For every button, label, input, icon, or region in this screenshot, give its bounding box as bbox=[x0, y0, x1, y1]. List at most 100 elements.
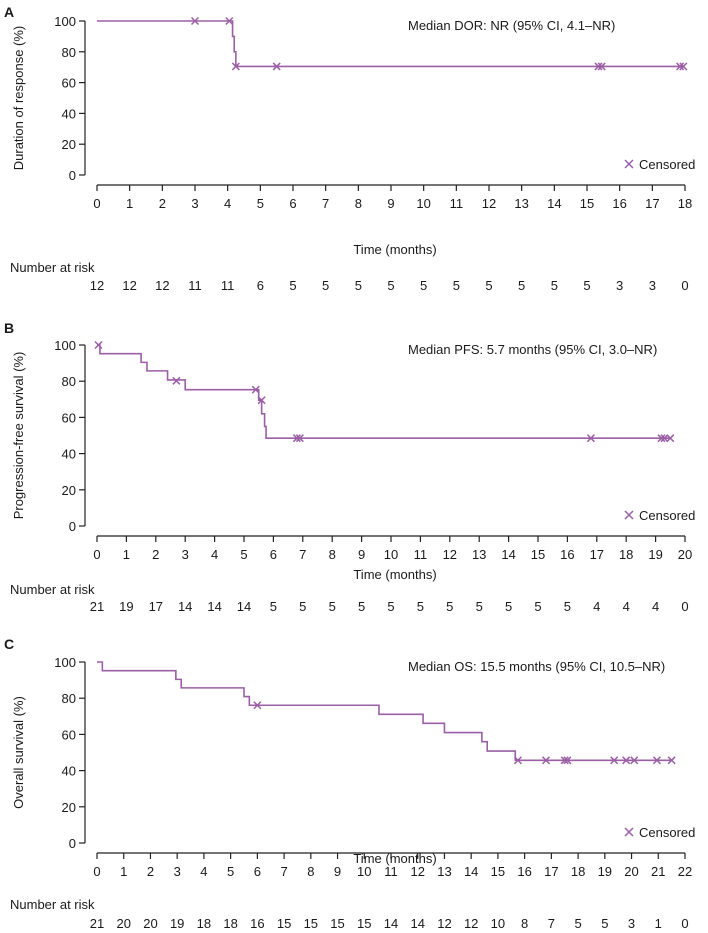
censor-stroke bbox=[679, 62, 688, 71]
y-tick-label: 20 bbox=[62, 483, 76, 498]
censor-mark bbox=[597, 62, 606, 71]
censor-stroke bbox=[652, 756, 661, 765]
censor-mark bbox=[272, 62, 281, 71]
x-tick-label: 18 bbox=[678, 196, 692, 211]
at-risk-count: 5 bbox=[551, 278, 558, 293]
legend: Censored bbox=[624, 157, 695, 172]
at-risk-count: 8 bbox=[521, 916, 528, 928]
x-tick-label: 14 bbox=[464, 864, 478, 879]
y-tick-label: 60 bbox=[62, 76, 76, 91]
x-tick-label: 12 bbox=[443, 547, 457, 562]
censor-stroke bbox=[657, 434, 666, 443]
censor-stroke bbox=[190, 16, 200, 26]
at-risk-count: 5 bbox=[270, 599, 277, 614]
censor-mark bbox=[652, 756, 661, 765]
y-tick-label: 20 bbox=[62, 137, 76, 152]
at-risk-count: 12 bbox=[155, 278, 169, 293]
x-tick-label: 3 bbox=[191, 196, 198, 211]
x-tick-label: 1 bbox=[120, 864, 127, 879]
at-risk-count: 14 bbox=[384, 916, 398, 928]
median-annotation: Median DOR: NR (95% CI, 4.1–NR) bbox=[408, 18, 615, 33]
censor-mark bbox=[657, 434, 666, 443]
censor-mark bbox=[513, 756, 522, 765]
at-risk-count: 5 bbox=[505, 599, 512, 614]
x-tick-label: 13 bbox=[514, 196, 528, 211]
at-risk-count: 7 bbox=[548, 916, 555, 928]
x-tick-label: 11 bbox=[384, 864, 398, 879]
censor-mark bbox=[660, 434, 669, 443]
at-risk-count: 14 bbox=[410, 916, 424, 928]
at-risk-count: 14 bbox=[207, 599, 221, 614]
at-risk-count: 4 bbox=[623, 599, 630, 614]
at-risk-count: 16 bbox=[250, 916, 264, 928]
y-tick-label: 40 bbox=[62, 764, 76, 779]
censor-stroke bbox=[231, 62, 240, 71]
censor-mark bbox=[630, 756, 639, 765]
x-tick-label: 0 bbox=[93, 547, 100, 562]
at-risk-count: 5 bbox=[564, 599, 571, 614]
censor-stroke bbox=[667, 756, 676, 765]
at-risk-count: 12 bbox=[122, 278, 136, 293]
x-axis-title: Time (months) bbox=[353, 567, 436, 582]
y-tick-label: 0 bbox=[69, 836, 76, 851]
censor-stroke bbox=[253, 701, 262, 710]
censor-mark bbox=[253, 701, 262, 710]
x-tick-label: 2 bbox=[152, 547, 159, 562]
x-tick-label: 6 bbox=[254, 864, 261, 879]
at-risk-count: 5 bbox=[583, 278, 590, 293]
x-tick-label: 10 bbox=[416, 196, 430, 211]
censor-mark bbox=[231, 62, 240, 71]
at-risk-count: 15 bbox=[304, 916, 318, 928]
x-tick-label: 16 bbox=[612, 196, 626, 211]
at-risk-count: 14 bbox=[237, 599, 251, 614]
at-risk-count: 5 bbox=[601, 916, 608, 928]
x-tick-label: 22 bbox=[678, 864, 692, 879]
at-risk-count: 5 bbox=[420, 278, 427, 293]
at-risk-count: 3 bbox=[616, 278, 623, 293]
y-tick-label: 40 bbox=[62, 106, 76, 121]
risk-table-title: Number at risk bbox=[10, 897, 95, 912]
at-risk-count: 14 bbox=[178, 599, 192, 614]
censor-mark bbox=[541, 756, 551, 765]
at-risk-count: 21 bbox=[90, 916, 104, 928]
at-risk-count: 15 bbox=[277, 916, 291, 928]
at-risk-count: 12 bbox=[90, 278, 104, 293]
censor-stroke bbox=[225, 16, 234, 26]
y-tick-label: 0 bbox=[69, 519, 76, 534]
at-risk-count: 5 bbox=[387, 278, 394, 293]
censor-stroke bbox=[594, 62, 603, 71]
at-risk-count: 6 bbox=[257, 278, 264, 293]
x-axis-title: Time (months) bbox=[353, 851, 436, 866]
legend: Censored bbox=[624, 508, 695, 523]
at-risk-count: 5 bbox=[355, 278, 362, 293]
at-risk-count: 12 bbox=[437, 916, 451, 928]
y-tick-label: 80 bbox=[62, 45, 76, 60]
x-tick-label: 11 bbox=[450, 196, 464, 211]
censor-stroke bbox=[660, 434, 669, 443]
censor-stroke bbox=[597, 62, 606, 71]
censor-mark bbox=[563, 756, 572, 765]
x-tick-label: 1 bbox=[126, 196, 133, 211]
x-tick-label: 18 bbox=[571, 864, 585, 879]
x-tick-label: 13 bbox=[472, 547, 486, 562]
at-risk-count: 21 bbox=[90, 599, 104, 614]
at-risk-count: 19 bbox=[119, 599, 133, 614]
censor-mark bbox=[594, 62, 603, 71]
censor-mark bbox=[225, 16, 234, 26]
censor-stroke bbox=[513, 756, 522, 765]
at-risk-count: 5 bbox=[518, 278, 525, 293]
x-tick-label: 15 bbox=[491, 864, 505, 879]
km-curve bbox=[97, 20, 684, 68]
at-risk-count: 1 bbox=[655, 916, 662, 928]
censor-mark bbox=[679, 62, 688, 71]
censor-stroke bbox=[560, 756, 569, 765]
y-tick-label: 100 bbox=[54, 14, 76, 29]
at-risk-count: 5 bbox=[329, 599, 336, 614]
at-risk-count: 5 bbox=[358, 599, 365, 614]
censor-mark bbox=[610, 756, 619, 765]
legend-label: Censored bbox=[639, 508, 695, 523]
at-risk-count: 5 bbox=[453, 278, 460, 293]
